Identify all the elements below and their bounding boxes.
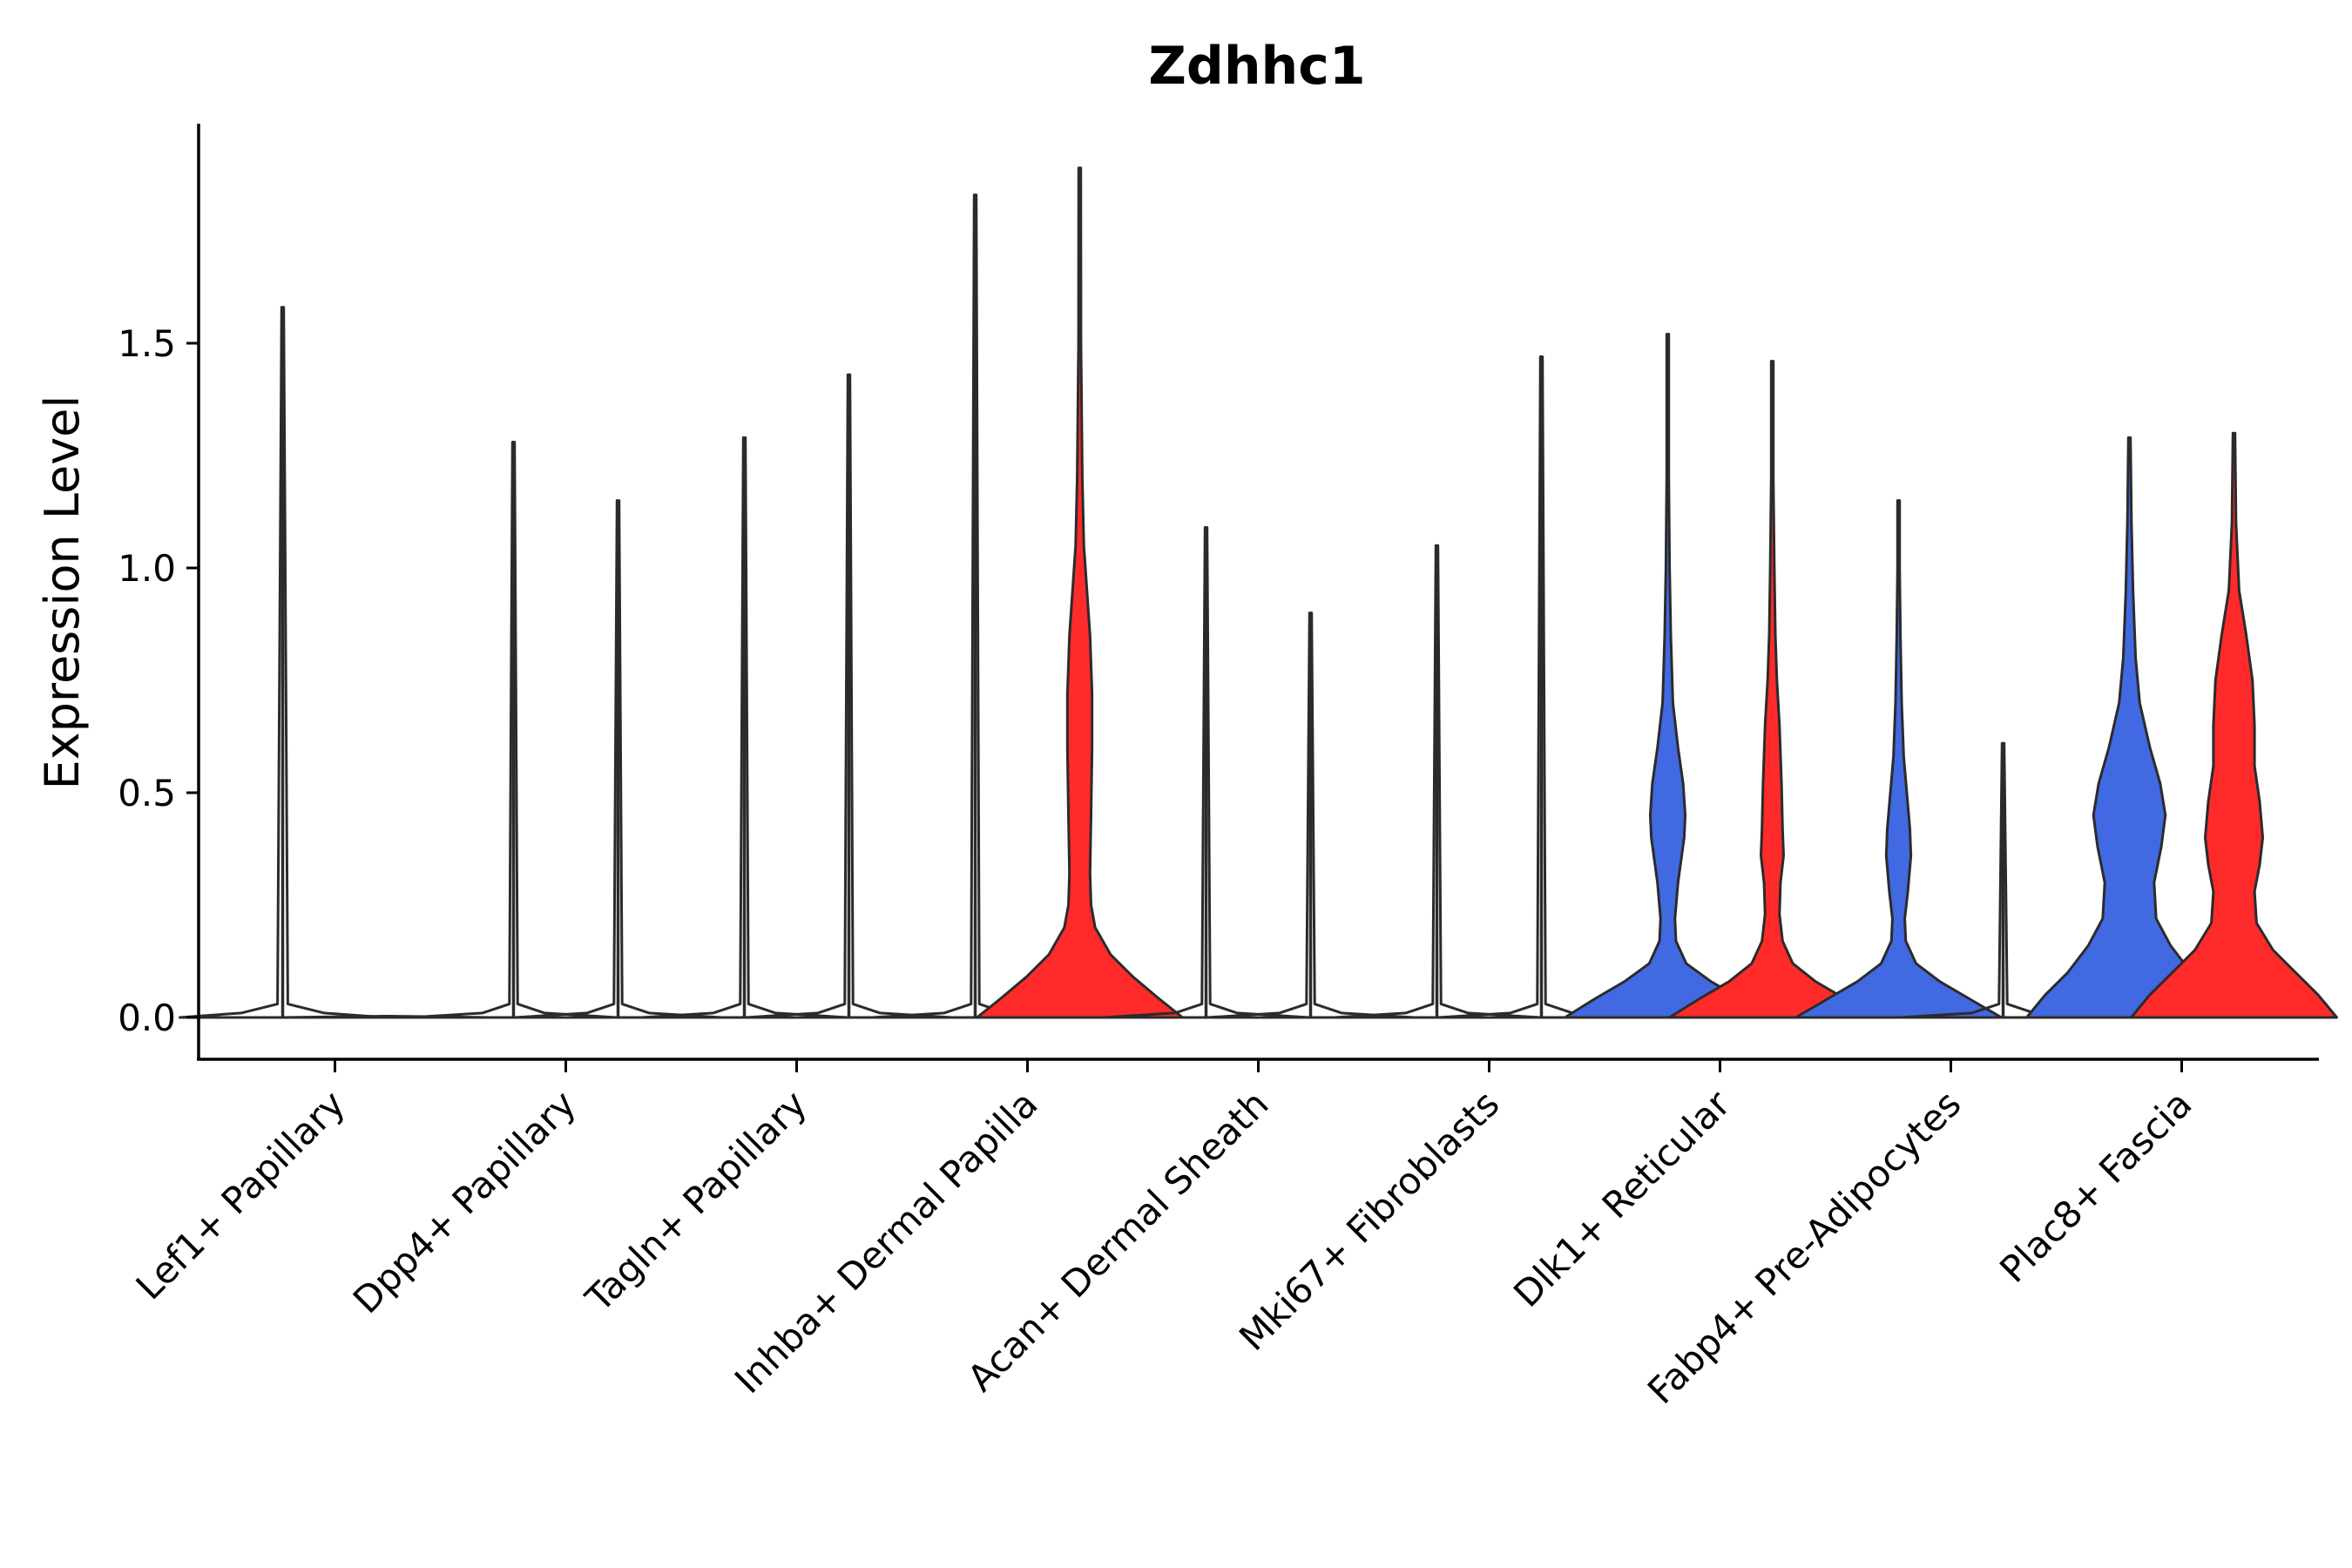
x-tick-label: Dlk1+ Reticular (1505, 1082, 1739, 1315)
violin-red-6 (1668, 360, 1876, 1019)
x-tick-label: Mki67+ Fibroblasts (1231, 1082, 1507, 1358)
y-tick-label: 0.0 (118, 997, 176, 1039)
chart-title: Zdhhc1 (1148, 36, 1365, 97)
y-tick-label: 1.0 (118, 547, 176, 590)
y-tick-label: 1.5 (118, 322, 176, 365)
y-ticks: 0.0 0.5 1.0 1.5 (118, 322, 199, 1039)
violin-layer (179, 166, 2338, 1019)
violin-red-8 (2130, 431, 2338, 1019)
violin-red-3 (976, 166, 1184, 1019)
violin-blue-8 (2025, 436, 2234, 1019)
x-tick-label: Dpp4+ Papillary (345, 1082, 585, 1321)
y-tick-label: 0.5 (118, 772, 176, 814)
x-tick-label: Lef1+ Papillary (128, 1082, 354, 1308)
x-tick-label: Tagln+ Papillary (577, 1082, 814, 1320)
violin-blue-7 (1794, 499, 2003, 1019)
violin-blue-6 (1564, 333, 1772, 1019)
y-axis-label: Expression Level (35, 395, 90, 790)
x-tick-label: Plac8+ Fascia (1991, 1082, 2200, 1290)
